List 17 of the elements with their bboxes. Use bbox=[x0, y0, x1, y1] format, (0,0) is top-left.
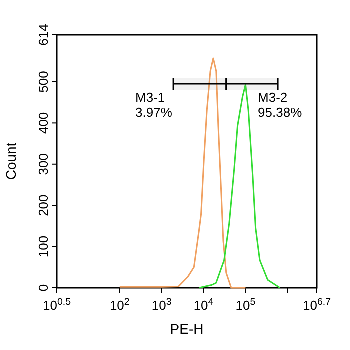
x-tick-label: 10$^{0.5}$ bbox=[42, 296, 72, 313]
y-tick-label: 614 bbox=[36, 24, 51, 46]
x-tick-label: 10$^{5}$ bbox=[236, 296, 256, 313]
y-tick-label: 400 bbox=[36, 112, 51, 134]
y-tick-label: 200 bbox=[36, 194, 51, 216]
y-axis-title: Count bbox=[3, 142, 19, 180]
x-axis-title: PE-H bbox=[170, 321, 204, 337]
x-tick-label: 10$^{3}$ bbox=[152, 296, 172, 313]
x-tick-label: 10$^{4}$ bbox=[194, 296, 214, 313]
band-label: M3-1 3.97% bbox=[136, 90, 173, 120]
band-label: M3-2 95.38% bbox=[258, 90, 303, 120]
x-tick-label: 10$^{6.7}$ bbox=[302, 296, 332, 313]
y-tick-label: 500 bbox=[36, 71, 51, 93]
y-tick-label: 0 bbox=[36, 284, 51, 292]
y-tick-label: 300 bbox=[36, 154, 51, 176]
y-tick-label: 100 bbox=[36, 236, 51, 258]
x-tick-label: 10$^{2}$ bbox=[110, 296, 130, 313]
